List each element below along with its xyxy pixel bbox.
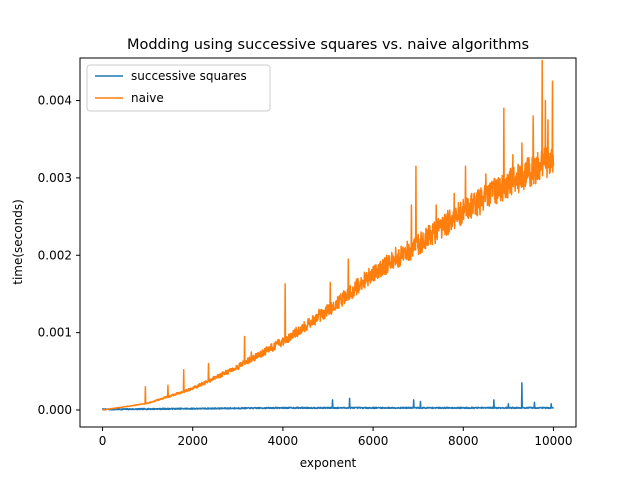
series-line-naive <box>102 59 555 411</box>
y-tick-label: 0.004 <box>38 94 72 108</box>
legend: successive squares naive <box>86 64 271 112</box>
y-axis: 0.000 0.001 0.002 0.003 0.004 <box>38 94 80 417</box>
chart-title: Modding using successive squares vs. nai… <box>127 37 529 53</box>
x-tick-label: 2000 <box>177 434 208 448</box>
x-tick-label: 4000 <box>268 434 299 448</box>
series-layer <box>101 59 555 411</box>
legend-label-successive-squares: successive squares <box>131 69 247 83</box>
legend-label-naive: naive <box>131 91 164 105</box>
x-axis-label: exponent <box>300 456 357 470</box>
x-tick-label: 0 <box>99 434 107 448</box>
y-axis-label: time(seconds) <box>11 199 25 285</box>
x-axis: 0 2000 4000 6000 8000 10000 <box>99 427 573 448</box>
series-line-successive-squares <box>101 382 554 411</box>
legend-box <box>86 64 271 112</box>
y-tick-label: 0.002 <box>38 248 72 262</box>
y-tick-label: 0.000 <box>38 403 72 417</box>
x-tick-label: 10000 <box>534 434 572 448</box>
y-tick-label: 0.001 <box>38 326 72 340</box>
x-tick-label: 6000 <box>358 434 389 448</box>
y-tick-label: 0.003 <box>38 171 72 185</box>
x-tick-label: 8000 <box>448 434 479 448</box>
plot-frame <box>79 57 577 428</box>
